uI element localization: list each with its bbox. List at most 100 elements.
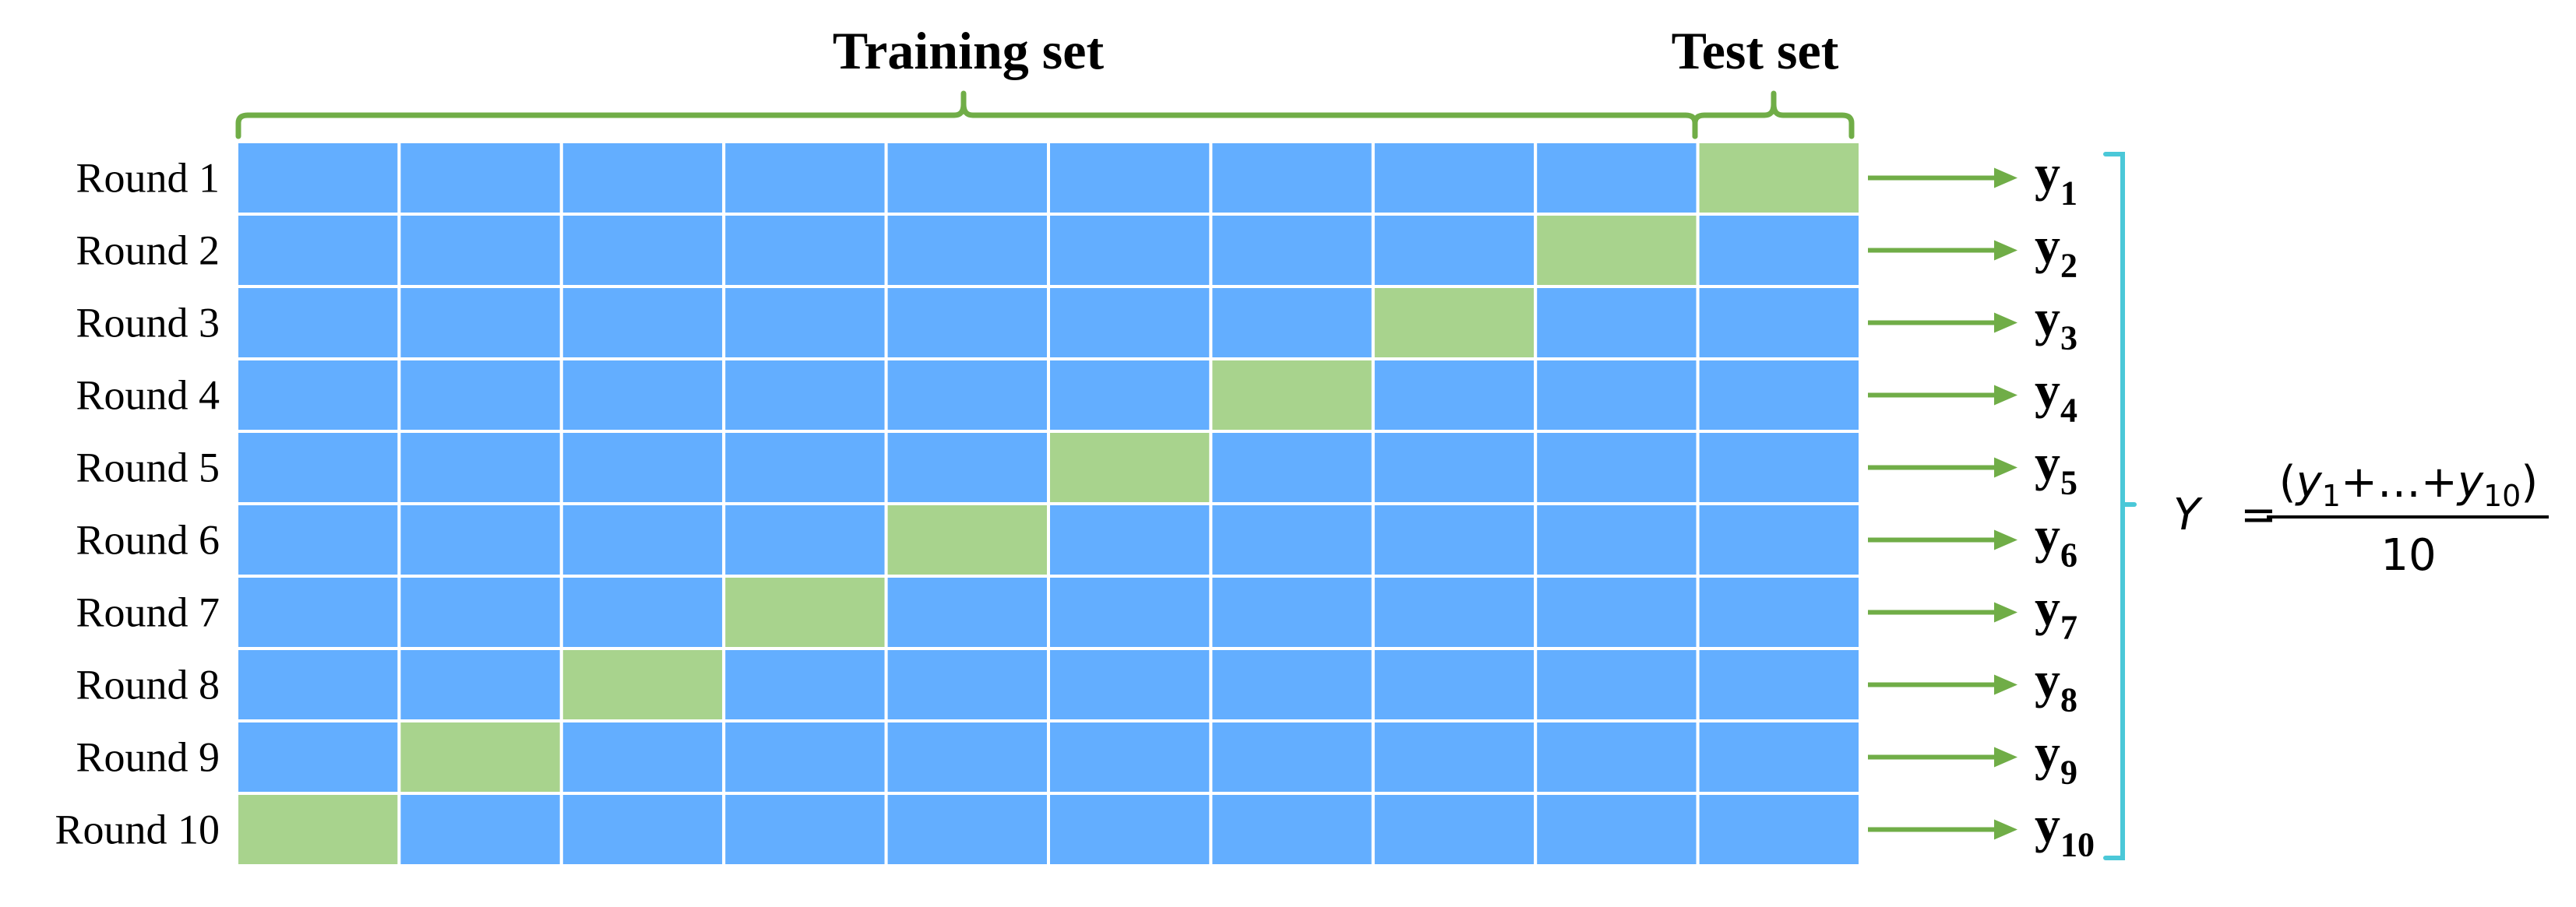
train-fold-cell: [884, 213, 1050, 288]
train-fold-cell: [397, 792, 563, 867]
output-subscript: 3: [2060, 319, 2077, 357]
round-output: y1: [2035, 146, 2077, 213]
test-fold-cell: [1047, 430, 1213, 505]
output-symbol: y: [2035, 652, 2060, 709]
train-fold-cell: [1047, 502, 1213, 578]
train-fold-cell: [235, 357, 401, 433]
numerator-plus1: +: [2341, 457, 2377, 508]
test-set-header: Test set: [1672, 21, 1839, 80]
output-symbol: y: [2035, 290, 2060, 347]
round-label: Round 10: [55, 807, 220, 853]
train-fold-cell: [397, 357, 563, 433]
output-subscript: 2: [2060, 247, 2077, 285]
output-subscript: 8: [2060, 681, 2077, 719]
train-fold-cell: [884, 719, 1050, 795]
train-fold-cell: [1534, 575, 1700, 650]
numerator-open-paren: (: [2279, 457, 2296, 508]
train-fold-cell: [559, 792, 726, 867]
train-fold-cell: [722, 647, 888, 722]
train-fold-cell: [1047, 647, 1213, 722]
train-fold-cell: [1047, 357, 1213, 433]
train-fold-cell: [1209, 502, 1375, 578]
numerator-plus2: +: [2421, 457, 2458, 508]
train-fold-cell: [235, 719, 401, 795]
train-fold-cell: [1047, 140, 1213, 216]
train-fold-cell: [397, 285, 563, 360]
arrow-head-icon: [1994, 819, 2017, 840]
train-fold-cell: [559, 502, 726, 578]
output-subscript: 1: [2060, 174, 2077, 213]
round-label: Round 9: [76, 734, 220, 781]
test-fold-cell: [397, 719, 563, 795]
train-fold-cell: [1209, 430, 1375, 505]
train-fold-cell: [397, 140, 563, 216]
train-fold-cell: [397, 213, 563, 288]
round-output: y5: [2035, 435, 2077, 502]
numerator-close-paren: ): [2521, 457, 2538, 508]
train-fold-cell: [235, 647, 401, 722]
round-output: y8: [2035, 652, 2077, 719]
train-fold-cell: [1047, 213, 1213, 288]
output-symbol: y: [2035, 146, 2060, 202]
train-fold-cell: [1696, 719, 1862, 795]
test-fold-cell: [235, 792, 401, 867]
train-fold-cell: [559, 285, 726, 360]
train-fold-cell: [397, 430, 563, 505]
arrow-head-icon: [1994, 747, 2017, 768]
train-fold-cell: [1371, 357, 1538, 433]
folds-grid: [235, 140, 1862, 867]
round-output: y4: [2035, 363, 2077, 430]
train-fold-cell: [884, 792, 1050, 867]
train-fold-cell: [1371, 140, 1538, 216]
train-fold-cell: [397, 575, 563, 650]
numerator-sub1: 1: [2322, 479, 2341, 513]
formula-numerator: (y1+…+y10): [2279, 457, 2538, 513]
train-fold-cell: [1371, 575, 1538, 650]
output-symbol: y: [2035, 508, 2060, 564]
train-fold-cell: [722, 792, 888, 867]
train-fold-cell: [1534, 647, 1700, 722]
train-fold-cell: [1696, 575, 1862, 650]
train-fold-cell: [1696, 357, 1862, 433]
arrow-head-icon: [1994, 385, 2017, 406]
train-fold-cell: [1371, 502, 1538, 578]
train-fold-cell: [235, 140, 401, 216]
output-symbol: y: [2035, 725, 2060, 782]
round-labels: Round 1 Round 2 Round 3 Round 4 Round 5 Round…: [55, 155, 220, 853]
train-fold-cell: [1209, 140, 1375, 216]
train-fold-cell: [1047, 285, 1213, 360]
train-fold-cell: [1696, 430, 1862, 505]
train-fold-cell: [1696, 647, 1862, 722]
output-subscript: 9: [2060, 754, 2077, 792]
numerator-dots: …: [2377, 457, 2421, 508]
train-fold-cell: [559, 140, 726, 216]
arrow-head-icon: [1994, 602, 2017, 623]
train-fold-cell: [1371, 792, 1538, 867]
training-set-header: Training set: [833, 21, 1105, 80]
round-label: Round 7: [76, 589, 220, 636]
formula-denominator: 10: [2380, 530, 2436, 581]
round-label: Round 3: [76, 300, 220, 346]
arrow-head-icon: [1994, 529, 2017, 550]
train-fold-cell: [235, 575, 401, 650]
round-label: Round 1: [76, 155, 220, 202]
train-fold-cell: [722, 430, 888, 505]
train-fold-cell: [1209, 719, 1375, 795]
train-fold-cell: [235, 430, 401, 505]
round-label: Round 8: [76, 662, 220, 708]
train-fold-cell: [1696, 213, 1862, 288]
numerator-y1: y: [2295, 457, 2323, 508]
formula-equals: =: [2240, 490, 2277, 540]
train-fold-cell: [1371, 647, 1538, 722]
round-output: y6: [2035, 508, 2077, 575]
test-fold-cell: [1534, 213, 1700, 288]
train-fold-cell: [1047, 575, 1213, 650]
output-subscript: 6: [2060, 536, 2077, 575]
train-fold-cell: [1534, 719, 1700, 795]
train-fold-cell: [1534, 502, 1700, 578]
train-fold-cell: [559, 575, 726, 650]
arrow-head-icon: [1994, 240, 2017, 261]
numerator-y10: y: [2456, 457, 2484, 508]
train-fold-cell: [397, 502, 563, 578]
